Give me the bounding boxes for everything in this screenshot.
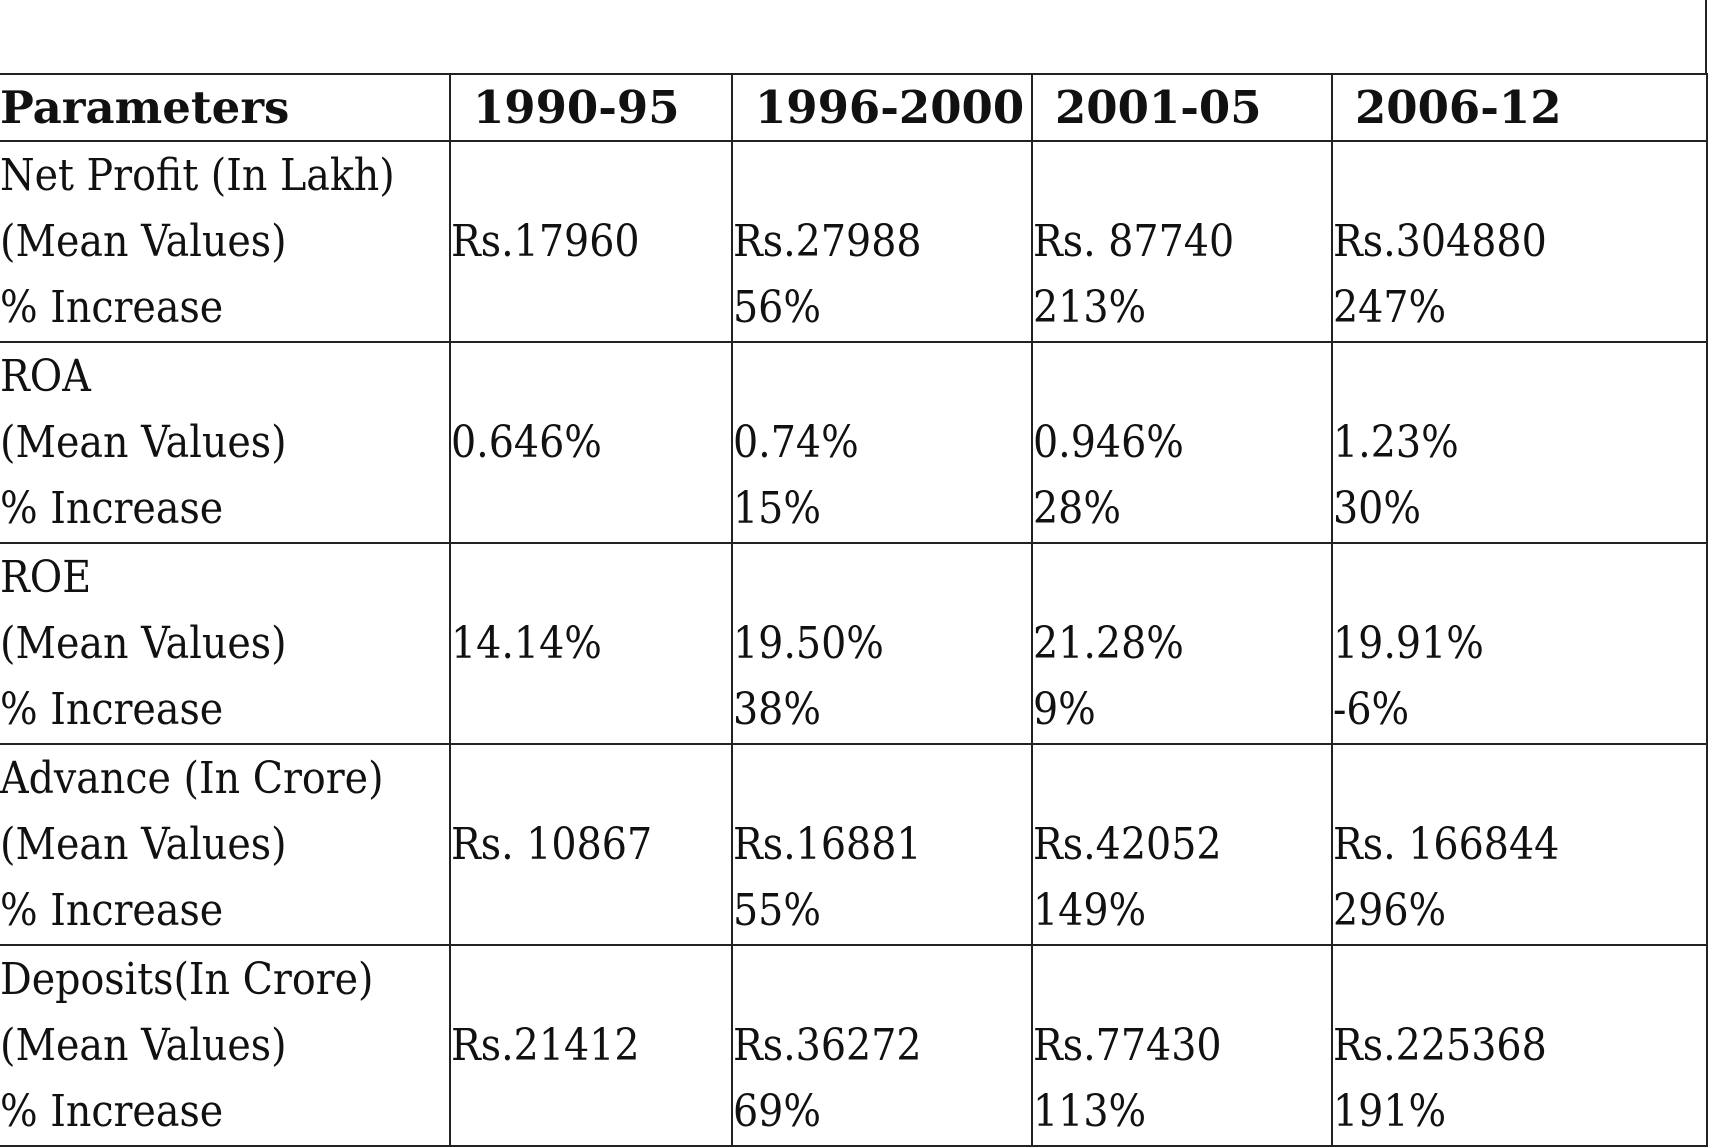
value-cell: 0.946% 28% [1031, 341, 1333, 544]
mean-value: Rs. 166844 [1333, 818, 1560, 870]
table-row: ROA (Mean Values) % Increase 0.646% 0.74… [0, 341, 1708, 544]
increase-value: 55% [733, 884, 821, 936]
increase-value: 9% [1033, 683, 1096, 735]
mean-value: 0.946% [1033, 416, 1184, 468]
mean-value: 0.74% [733, 416, 859, 468]
value-cell: Rs.16881 55% [731, 743, 1033, 946]
increase-value: 113% [1033, 1085, 1147, 1137]
value-cell: Rs.36272 69% [731, 944, 1033, 1147]
mean-value: Rs.304880 [1333, 215, 1547, 267]
increase-value: 296% [1333, 884, 1447, 936]
increase-value: 15% [733, 482, 821, 534]
header-period-2001-05: 2001-05 [1031, 73, 1333, 142]
mean-values-label: (Mean Values) [0, 416, 287, 468]
value-cell: 1.23% 30% [1331, 341, 1708, 544]
value-cell: Rs.304880 247% [1331, 140, 1708, 343]
increase-value: 38% [733, 683, 821, 735]
parameter-cell: Advance (In Crore) (Mean Values) % Incre… [0, 743, 451, 946]
mean-value: 19.50% [733, 617, 884, 669]
table-row: Deposits(In Crore) (Mean Values) % Incre… [0, 944, 1708, 1147]
mean-values-label: (Mean Values) [0, 818, 287, 870]
mean-value: Rs.42052 [1033, 818, 1222, 870]
percent-increase-label: % Increase [0, 884, 224, 936]
parameter-name: Advance (In Crore) [0, 752, 384, 804]
increase-value [452, 1079, 730, 1145]
table-row: Advance (In Crore) (Mean Values) % Incre… [0, 743, 1708, 946]
table-row: Net Profit (In Lakh) (Mean Values) % Inc… [0, 140, 1708, 343]
mean-value: Rs.27988 [733, 215, 922, 267]
parameter-cell: ROE (Mean Values) % Increase [0, 542, 451, 745]
increase-value [452, 476, 730, 542]
parameter-name: ROE [0, 551, 92, 603]
value-cell: Rs. 87740 213% [1031, 140, 1333, 343]
value-cell: 14.14% [449, 542, 733, 745]
percent-increase-label: % Increase [0, 482, 224, 534]
increase-value [452, 878, 730, 944]
value-cell: Rs.225368 191% [1331, 944, 1708, 1147]
parameter-cell: Net Profit (In Lakh) (Mean Values) % Inc… [0, 140, 451, 343]
table-row: ROE (Mean Values) % Increase 14.14% 19.5… [0, 542, 1708, 745]
mean-value: 21.28% [1033, 617, 1184, 669]
mean-values-label: (Mean Values) [0, 1019, 287, 1071]
mean-values-label: (Mean Values) [0, 215, 287, 267]
percent-increase-label: % Increase [0, 281, 224, 333]
increase-value: 28% [1033, 482, 1121, 534]
increase-value: 213% [1033, 281, 1147, 333]
value-cell: 0.646% [449, 341, 733, 544]
header-row: Parameters 1990-95 1996-2000 2001-05 200… [0, 73, 1708, 142]
mean-value: Rs. 10867 [451, 818, 653, 870]
increase-value [452, 275, 730, 341]
mean-value: Rs.225368 [1333, 1019, 1547, 1071]
parameter-name: ROA [0, 350, 91, 402]
mean-value: 14.14% [451, 617, 602, 669]
performance-table: Parameters 1990-95 1996-2000 2001-05 200… [0, 73, 1708, 1147]
increase-value: 56% [733, 281, 821, 333]
mean-value: 0.646% [451, 416, 602, 468]
value-cell: 0.74% 15% [731, 341, 1033, 544]
value-cell: Rs.21412 [449, 944, 733, 1147]
mean-value: Rs.21412 [451, 1019, 640, 1071]
top-right-rule [1705, 0, 1707, 74]
header-period-2006-12: 2006-12 [1331, 73, 1708, 142]
increase-value: 247% [1333, 281, 1447, 333]
header-period-1990-95: 1990-95 [449, 73, 733, 142]
value-cell: Rs. 166844 296% [1331, 743, 1708, 946]
increase-value: 69% [733, 1085, 821, 1137]
mean-value: 19.91% [1333, 617, 1484, 669]
parameter-name: Net Profit (In Lakh) [0, 149, 395, 201]
value-cell: Rs.42052 149% [1031, 743, 1333, 946]
increase-value: 30% [1333, 482, 1421, 534]
mean-value: 1.23% [1333, 416, 1459, 468]
header-parameters: Parameters [0, 73, 451, 142]
mean-values-label: (Mean Values) [0, 617, 287, 669]
mean-value: Rs.36272 [733, 1019, 922, 1071]
increase-value: -6% [1333, 683, 1410, 735]
mean-value: Rs.77430 [1033, 1019, 1222, 1071]
parameter-cell: ROA (Mean Values) % Increase [0, 341, 451, 544]
increase-value [452, 677, 730, 743]
value-cell: 19.91% -6% [1331, 542, 1708, 745]
value-cell: Rs.27988 56% [731, 140, 1033, 343]
percent-increase-label: % Increase [0, 1085, 224, 1137]
parameter-cell: Deposits(In Crore) (Mean Values) % Incre… [0, 944, 451, 1147]
increase-value: 149% [1033, 884, 1147, 936]
parameter-name: Deposits(In Crore) [0, 953, 374, 1005]
mean-value: Rs. 87740 [1033, 215, 1235, 267]
value-cell: Rs.17960 [449, 140, 733, 343]
mean-value: Rs.16881 [733, 818, 922, 870]
value-cell: Rs.77430 113% [1031, 944, 1333, 1147]
header-period-1996-2000: 1996-2000 [731, 73, 1033, 142]
increase-value: 191% [1333, 1085, 1447, 1137]
mean-value: Rs.17960 [451, 215, 640, 267]
value-cell: Rs. 10867 [449, 743, 733, 946]
value-cell: 21.28% 9% [1031, 542, 1333, 745]
value-cell: 19.50% 38% [731, 542, 1033, 745]
percent-increase-label: % Increase [0, 683, 224, 735]
